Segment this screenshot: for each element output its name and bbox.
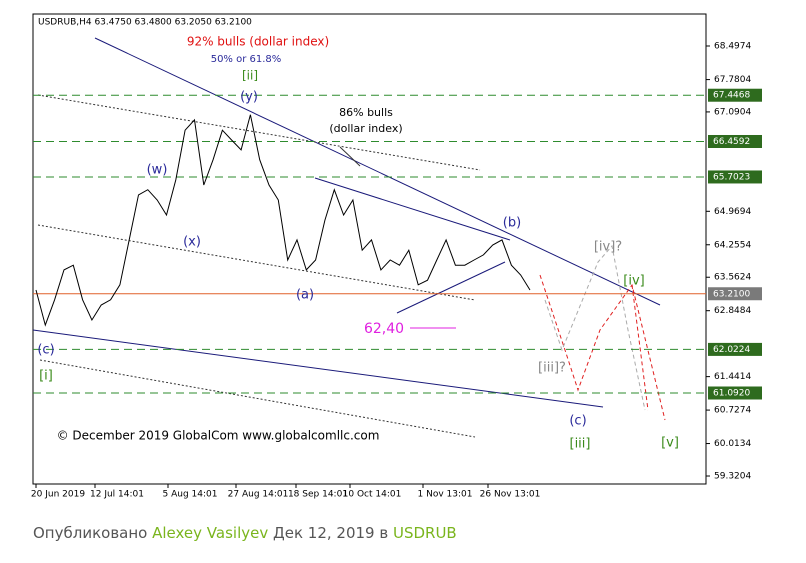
annotation: 92% bulls (dollar index) [187, 35, 329, 49]
forecast-path [539, 274, 666, 421]
forecast-path [631, 284, 649, 411]
channel-line [37, 94, 481, 171]
annotation: (y) [240, 90, 258, 105]
annotation: (c) [569, 414, 586, 429]
annotation: [i] [39, 369, 53, 384]
x-tick-label: 27 Aug 14:01 [228, 490, 289, 500]
footer-prefix: Опубликовано [33, 524, 148, 542]
author-link[interactable]: Alexey Vasilyev [152, 524, 269, 542]
y-tick-label: 63.5624 [714, 273, 751, 283]
channel-line [37, 224, 476, 301]
level-label-bg [708, 342, 762, 356]
y-tick-label: 60.0134 [714, 439, 751, 449]
annotation: 86% bulls [339, 106, 393, 119]
footer: Опубликовано Alexey Vasilyev Дек 12, 201… [33, 524, 457, 542]
annotation: © December 2019 GlobalCom www.globalcoml… [57, 429, 380, 443]
level-label: 66.4592 [713, 137, 750, 147]
y-tick-label: 60.7274 [714, 406, 751, 416]
chart: USDRUB,H4 63.4750 63.4800 63.2050 63.210… [31, 13, 762, 500]
annotation: 62,40 [364, 321, 404, 337]
trend-line [314, 177, 511, 241]
y-tick-label: 62.8484 [714, 306, 751, 316]
annotation: (c) [37, 343, 54, 358]
y-tick-label: 67.0904 [714, 107, 751, 117]
x-tick-label: 5 Aug 14:01 [163, 490, 218, 500]
price-line [35, 114, 531, 327]
level-label-bg [708, 287, 762, 301]
alt-path [544, 244, 646, 411]
footer-date: Дек 12, 2019 в [273, 524, 389, 542]
x-tick-label: 26 Nov 13:01 [480, 490, 541, 500]
level-label: 61.0920 [713, 388, 750, 398]
annotation: [iv]? [594, 240, 622, 255]
trend-line [94, 37, 661, 306]
annotation: (x) [183, 235, 201, 250]
annotation: [iii] [570, 437, 591, 452]
annotation: (dollar index) [329, 122, 402, 135]
x-tick-label: 18 Sep 14:01 [288, 490, 348, 500]
trend-line [32, 329, 604, 408]
y-tick-label: 59.3204 [714, 472, 751, 482]
drawings [32, 37, 666, 438]
annotation: [ii] [242, 69, 258, 83]
x-tick-label: 10 Oct 14:01 [343, 490, 402, 500]
y-tick-label: 64.2554 [714, 240, 751, 250]
level-label-bg [708, 88, 762, 102]
y-tick-label: 61.4414 [714, 372, 751, 382]
x-tick-label: 1 Nov 13:01 [418, 490, 473, 500]
y-tick-label: 67.7804 [714, 75, 751, 85]
trend-line [396, 261, 506, 314]
annotation: (b) [503, 216, 521, 231]
y-tick-label: 68.4974 [714, 41, 751, 51]
y-tick-label: 64.9694 [714, 207, 751, 217]
level-label: 67.4468 [713, 91, 750, 101]
annotation: [iii]? [538, 361, 566, 376]
x-tick-label: 12 Jul 14:01 [90, 490, 144, 500]
x-tick-label: 20 Jun 2019 [31, 490, 85, 500]
annotation: (a) [296, 288, 314, 303]
annotation: [iv] [623, 274, 644, 289]
channel-line [39, 359, 476, 438]
symbol-link[interactable]: USDRUB [392, 524, 457, 542]
level-label-bg [708, 170, 762, 184]
level-label: 63.2100 [713, 289, 750, 299]
annotation: 50% or 61.8% [211, 54, 282, 65]
chart-header: USDRUB,H4 63.4750 63.4800 63.2050 63.210… [38, 18, 252, 28]
level-label-bg [708, 134, 762, 148]
annotation: [v] [661, 436, 679, 451]
level-label: 62.0224 [713, 345, 750, 355]
pointer [339, 146, 361, 167]
annotation: (w) [147, 163, 168, 178]
level-label-bg [708, 386, 762, 400]
level-label: 65.7023 [713, 172, 750, 182]
